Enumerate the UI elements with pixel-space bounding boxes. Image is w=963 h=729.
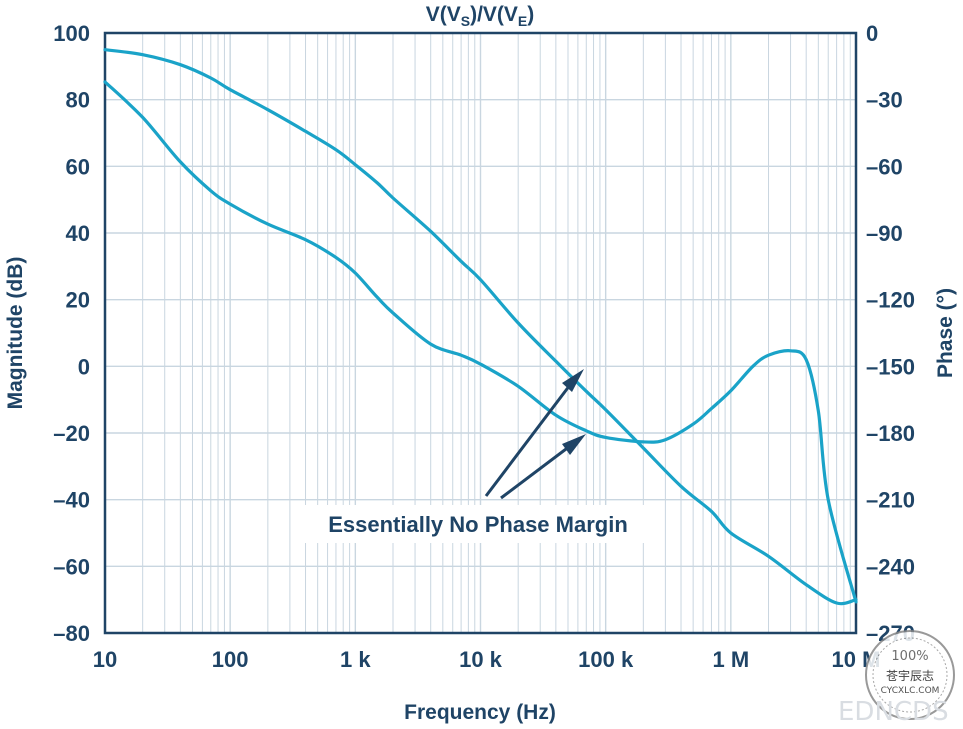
y2-tick-label: –120: [866, 288, 915, 313]
x-tick-label: 10: [93, 647, 117, 672]
stamp-url: CYCXLC.COM: [881, 686, 940, 696]
y-tick-label: 80: [66, 88, 90, 113]
x-axis-label: Frequency (Hz): [404, 701, 556, 724]
y-tick-label: –60: [53, 554, 90, 579]
y2-tick-label: –240: [866, 554, 915, 579]
y-tick-label: 100: [53, 21, 90, 46]
stamp-outer-ring: [865, 630, 955, 720]
y-tick-label: 40: [66, 221, 90, 246]
y2-tick-label: –30: [866, 88, 903, 113]
x-tick-label: 100: [212, 647, 249, 672]
magnitude-series-line: [103, 48, 858, 606]
y2-tick-label: –210: [866, 488, 915, 513]
y2-tick-labels: 0–30–60–90–120–150–180–210–240–270: [866, 21, 915, 646]
annotation-label: Essentially No Phase Margin: [328, 512, 628, 537]
stamp-inner-ring: [872, 637, 948, 713]
y-axis-label: Magnitude (dB): [4, 257, 27, 410]
y-tick-label: –20: [53, 421, 90, 446]
y-tick-label: 0: [78, 354, 90, 379]
y-tick-label: 20: [66, 288, 90, 313]
plot-frame: [103, 31, 858, 635]
watermark-stamp: 100% 苍宇辰志 CYCXLC.COM: [865, 630, 955, 720]
y2-tick-label: 0: [866, 21, 878, 46]
y-tick-label: –40: [53, 488, 90, 513]
arrow-to-magnitude-crossover: [484, 380, 575, 497]
annotation-background: [303, 505, 653, 543]
y2-tick-label: –90: [866, 221, 903, 246]
arrowhead-phase: [562, 434, 586, 455]
stamp-cn-text: 苍宇辰志: [886, 669, 934, 683]
annotation-group: Essentially No Phase Margin: [303, 369, 653, 543]
x-tick-label: 1 M: [712, 647, 749, 672]
arrow-to-phase-curve: [500, 441, 575, 500]
x-tick-label: 10 k: [459, 647, 503, 672]
y-tick-label: –80: [53, 621, 90, 646]
y2-axis-label: Phase (°): [934, 288, 957, 378]
corner-watermark: EDNCDS: [838, 697, 949, 727]
y-tick-label: 60: [66, 154, 90, 179]
y2-tick-label: –180: [866, 421, 915, 446]
arrowhead-magnitude: [562, 369, 584, 392]
stamp-percent: 100%: [891, 649, 928, 664]
y2-tick-label: –60: [866, 154, 903, 179]
x-tick-label: 1 k: [340, 647, 371, 672]
x-tick-label: 100 k: [578, 647, 634, 672]
y-tick-labels: 100 80 60 40 20 0 –20 –40 –60 –80: [53, 21, 90, 646]
y2-tick-label: –150: [866, 354, 915, 379]
chart-title: V(VS)/V(VE): [426, 3, 535, 29]
